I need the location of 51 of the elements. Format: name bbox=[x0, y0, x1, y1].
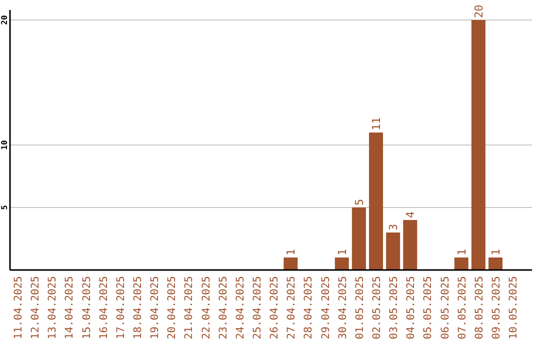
x-tick-label: 18.04.2025 bbox=[132, 276, 144, 340]
bar bbox=[284, 258, 298, 270]
x-tick-label: 21.04.2025 bbox=[183, 276, 196, 340]
x-tick-label: 28.04.2025 bbox=[302, 276, 315, 340]
x-tick-label: 04.05.2025 bbox=[405, 276, 418, 340]
x-tick-label: 17.04.2025 bbox=[114, 276, 127, 340]
data-label: 1 bbox=[284, 248, 298, 256]
x-tick-label: 05.05.2025 bbox=[422, 276, 434, 340]
x-tick-label: 12.04.2025 bbox=[30, 276, 42, 340]
x-tick-label: 23.04.2025 bbox=[217, 276, 230, 340]
bar bbox=[454, 258, 468, 270]
x-tick-label: 24.04.2025 bbox=[234, 276, 246, 340]
x-tick-label: 16.04.2025 bbox=[98, 276, 110, 340]
bar bbox=[352, 208, 366, 270]
y-tick-label: 10 bbox=[0, 140, 9, 150]
bar bbox=[403, 220, 418, 270]
x-tick-label: 11.04.2025 bbox=[12, 276, 25, 340]
x-tick-label: 07.05.2025 bbox=[456, 276, 468, 340]
x-tick-label: 01.05.2025 bbox=[354, 276, 366, 340]
x-tick-label: 26.04.2025 bbox=[268, 276, 281, 340]
x-tick-label: 10.05.2025 bbox=[508, 276, 520, 340]
x-tick-label: 03.05.2025 bbox=[388, 276, 400, 340]
x-tick-label: 29.04.2025 bbox=[320, 276, 332, 340]
bar bbox=[386, 232, 400, 270]
x-tick-label: 19.04.2025 bbox=[149, 276, 162, 340]
y-tick-label: 5 bbox=[0, 204, 9, 210]
data-label: 1 bbox=[336, 248, 349, 256]
x-tick-label: 27.04.2025 bbox=[286, 276, 298, 340]
x-tick-label: 20.04.2025 bbox=[166, 276, 178, 340]
data-label: 1 bbox=[489, 248, 502, 256]
x-tick-label: 02.05.2025 bbox=[371, 276, 384, 340]
x-tick-label: 30.04.2025 bbox=[336, 276, 349, 340]
x-tick-label: 13.04.2025 bbox=[46, 276, 59, 340]
bar bbox=[369, 132, 384, 270]
x-tick-label: 22.04.2025 bbox=[200, 276, 212, 340]
y-tick-label: 20 bbox=[0, 15, 9, 25]
data-label: 5 bbox=[352, 198, 366, 206]
data-label: 11 bbox=[370, 117, 384, 130]
data-label: 20 bbox=[472, 4, 486, 18]
data-label: 3 bbox=[387, 224, 400, 230]
x-tick-label: 25.04.2025 bbox=[252, 276, 264, 340]
x-tick-label: 08.05.2025 bbox=[473, 276, 486, 340]
bar bbox=[488, 258, 502, 270]
x-tick-label: 06.05.2025 bbox=[439, 276, 452, 340]
bar bbox=[334, 258, 349, 270]
data-label: 4 bbox=[404, 211, 418, 218]
bar bbox=[471, 20, 486, 270]
x-tick-label: 15.04.2025 bbox=[80, 276, 93, 340]
data-label: 1 bbox=[455, 248, 468, 256]
x-tick-label: 09.05.2025 bbox=[490, 276, 502, 340]
x-tick-label: 14.04.2025 bbox=[64, 276, 76, 340]
